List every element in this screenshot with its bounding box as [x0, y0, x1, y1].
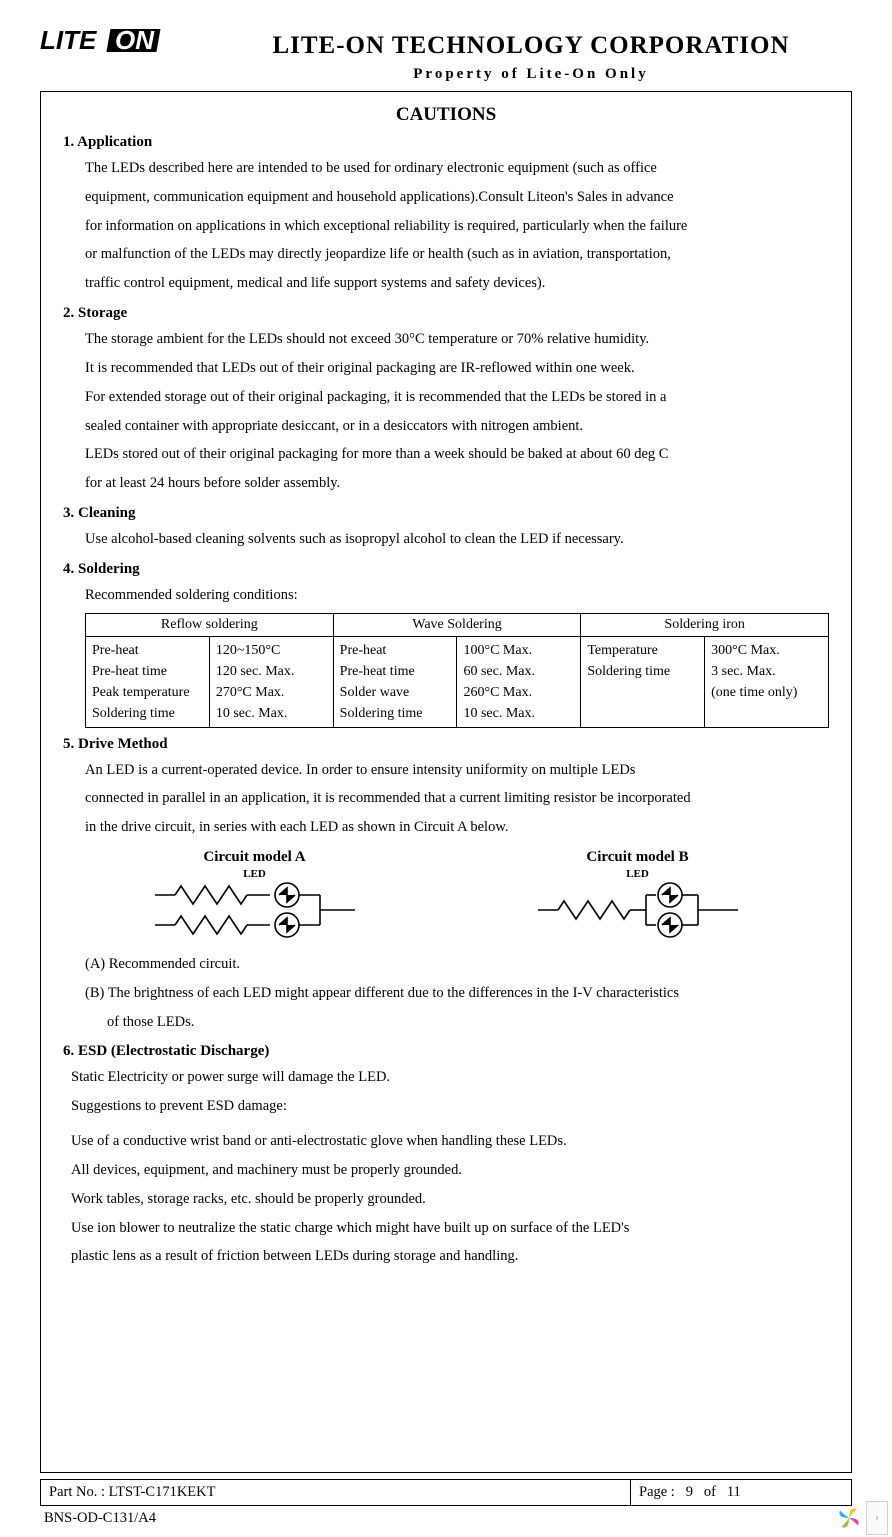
s6-l2: Use of a conductive wrist band or anti-e…	[71, 1128, 829, 1155]
heading-storage: 2. Storage	[63, 305, 829, 322]
s1-l2: for information on applications in which…	[85, 213, 829, 240]
s5-l2: in the drive circuit, in series with eac…	[85, 814, 829, 841]
heading-soldering: 4. Soldering	[63, 561, 829, 578]
th-reflow: Reflow soldering	[86, 613, 334, 636]
s6-l3: All devices, equipment, and machinery mu…	[71, 1157, 829, 1184]
s1-l1: equipment, communication equipment and h…	[85, 184, 829, 211]
s2-l4: LEDs stored out of their original packag…	[85, 441, 829, 468]
s5-note-b: (B) The brightness of each LED might app…	[85, 980, 829, 1007]
s1-l0: The LEDs described here are intended to …	[85, 155, 829, 182]
bns-code: BNS-OD-C131/A4	[44, 1510, 852, 1527]
s6-l5: Use ion blower to neutralize the static …	[71, 1215, 829, 1242]
next-page-button[interactable]: ›	[866, 1501, 888, 1535]
svg-text:ON: ON	[115, 25, 155, 55]
s1-l3: or malfunction of the LEDs may directly …	[85, 241, 829, 268]
content-box: CAUTIONS 1. Application The LEDs describ…	[40, 91, 852, 1473]
s6-l1: Suggestions to prevent ESD damage:	[71, 1093, 829, 1120]
heading-cleaning: 3. Cleaning	[63, 505, 829, 522]
liteon-logo: LITE ON	[40, 24, 190, 58]
s5-note-b2: of those LEDs.	[107, 1009, 829, 1036]
soldering-table: Reflow soldering Wave Soldering Solderin…	[85, 613, 829, 728]
s4-intro: Recommended soldering conditions:	[85, 582, 829, 609]
s5-l0: An LED is a current-operated device. In …	[85, 757, 829, 784]
pinwheel-icon	[834, 1503, 864, 1533]
c1a: Pre-heat Pre-heat time Peak temperature …	[92, 640, 203, 724]
circuit-b: Circuit model B LED	[538, 849, 738, 947]
cautions-title: CAUTIONS	[63, 104, 829, 126]
heading-esd: 6. ESD (Electrostatic Discharge)	[63, 1043, 829, 1060]
footer-page: Page : 9 of 11	[631, 1480, 851, 1505]
c1b: 120~150°C 120 sec. Max. 270°C Max. 10 se…	[216, 640, 327, 724]
s2-l3: sealed container with appropriate desicc…	[85, 413, 829, 440]
footer-partno: Part No. : LTST-C171KEKT	[41, 1480, 631, 1505]
s1-l4: traffic control equipment, medical and l…	[85, 270, 829, 297]
circuit-a: Circuit model A LED	[155, 849, 355, 947]
heading-drive: 5. Drive Method	[63, 736, 829, 753]
s6-l0: Static Electricity or power surge will d…	[71, 1064, 829, 1091]
s2-l5: for at least 24 hours before solder asse…	[85, 470, 829, 497]
th-iron: Soldering iron	[581, 613, 829, 636]
s2-l1: It is recommended that LEDs out of their…	[85, 355, 829, 382]
property-line: Property of Lite-On Only	[210, 66, 852, 83]
c2a: Pre-heat Pre-heat time Solder wave Solde…	[340, 640, 451, 724]
c2b: 100°C Max. 60 sec. Max. 260°C Max. 10 se…	[463, 640, 574, 724]
s5-note-a: (A) Recommended circuit.	[85, 951, 829, 978]
s2-l0: The storage ambient for the LEDs should …	[85, 326, 829, 353]
th-wave: Wave Soldering	[333, 613, 581, 636]
corp-title: LITE-ON TECHNOLOGY CORPORATION	[210, 32, 852, 60]
c3b: 300°C Max. 3 sec. Max. (one time only)	[711, 640, 822, 703]
s2-l2: For extended storage out of their origin…	[85, 384, 829, 411]
c3a: Temperature Soldering time	[587, 640, 698, 682]
s5-l1: connected in parallel in an application,…	[85, 785, 829, 812]
pager-widget[interactable]: ›	[834, 1501, 888, 1535]
chevron-right-icon: ›	[875, 1510, 880, 1526]
s6-l4: Work tables, storage racks, etc. should …	[71, 1186, 829, 1213]
svg-text:LITE: LITE	[40, 25, 97, 55]
s6-l6: plastic lens as a result of friction bet…	[71, 1243, 829, 1270]
footer-box: Part No. : LTST-C171KEKT Page : 9 of 11	[40, 1479, 852, 1506]
heading-application: 1. Application	[63, 134, 829, 151]
s3-l0: Use alcohol-based cleaning solvents such…	[85, 526, 829, 553]
